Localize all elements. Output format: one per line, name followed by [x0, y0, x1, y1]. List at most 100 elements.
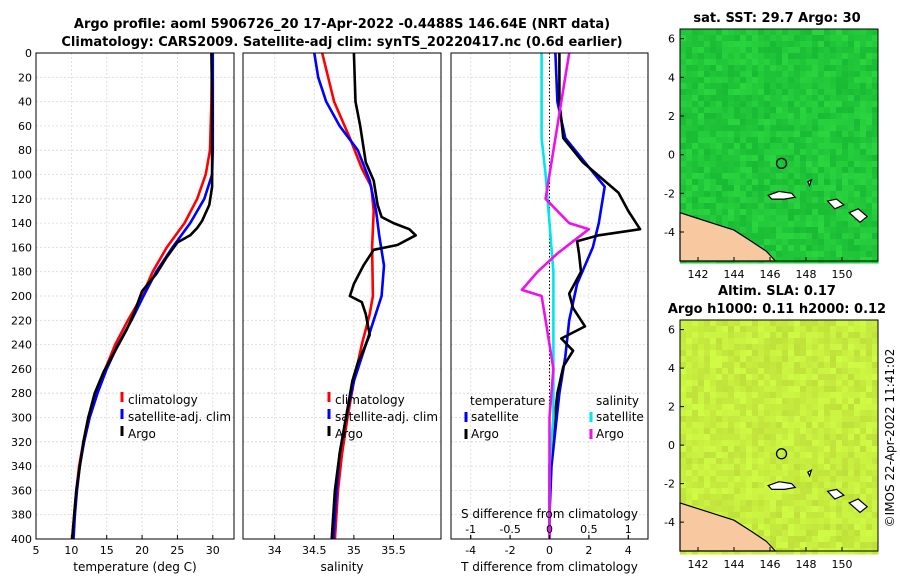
map-cell: [746, 131, 753, 138]
map-cell: [866, 506, 873, 513]
map-cell: [746, 410, 753, 417]
map-cell: [782, 452, 789, 459]
map-cell: [710, 131, 717, 138]
map-cell: [806, 446, 813, 453]
map-cell: [680, 476, 687, 483]
map-cell: [818, 29, 825, 36]
map-cell: [758, 113, 765, 120]
map-cell: [842, 422, 849, 429]
map-cell: [830, 356, 837, 363]
map-cell: [686, 35, 693, 42]
map-cell: [752, 524, 759, 531]
map-cell: [764, 245, 771, 252]
map-cell: [818, 428, 825, 435]
map-cell: [794, 77, 801, 84]
map-cell: [704, 53, 711, 60]
map-cell: [734, 512, 741, 519]
map-cell: [758, 35, 765, 42]
map-cell: [740, 65, 747, 72]
map-y-tick-label: 4: [668, 71, 675, 84]
map-cell: [758, 470, 765, 477]
map-cell: [692, 332, 699, 339]
map-cell: [812, 344, 819, 351]
map-cell: [764, 239, 771, 246]
map-cell: [686, 53, 693, 60]
map-cell: [824, 386, 831, 393]
map-cell: [806, 476, 813, 483]
y-tick-label: 60: [18, 120, 32, 133]
map-cell: [698, 410, 705, 417]
map-cell: [866, 374, 873, 381]
map-cell: [698, 416, 705, 423]
map-cell: [842, 143, 849, 150]
map-cell: [740, 35, 747, 42]
map-cell: [728, 374, 735, 381]
map-cell: [782, 536, 789, 543]
map-cell: [722, 512, 729, 519]
map-cell: [830, 416, 837, 423]
map-cell: [752, 350, 759, 357]
island-outline: [848, 498, 869, 514]
map-cell: [872, 131, 879, 138]
map-cell: [842, 380, 849, 387]
map-cell: [692, 428, 699, 435]
map-cell: [806, 83, 813, 90]
map-cell: [872, 143, 879, 150]
map-cell: [776, 344, 783, 351]
map-cell: [842, 197, 849, 204]
map-cell: [728, 137, 735, 144]
map-cell: [752, 209, 759, 216]
map-cell: [764, 65, 771, 72]
map-x-tick-label: 142: [688, 268, 709, 281]
map-cell: [734, 209, 741, 216]
map-cell: [836, 59, 843, 66]
map-cell: [800, 65, 807, 72]
map-cell: [794, 470, 801, 477]
map-cell: [728, 221, 735, 228]
map-cell: [710, 320, 717, 327]
y-tick-label: 260: [11, 363, 32, 376]
map-cell: [848, 542, 855, 549]
map-cell: [746, 392, 753, 399]
y-tick-label: 100: [11, 169, 32, 182]
map-cell: [824, 137, 831, 144]
map-cell: [866, 227, 873, 234]
map-cell: [776, 197, 783, 204]
map-cell: [806, 326, 813, 333]
map-cell: [764, 458, 771, 465]
map-cell: [752, 500, 759, 507]
map-cell: [764, 368, 771, 375]
map-cell: [680, 95, 687, 102]
map-cell: [680, 29, 687, 36]
map-cell: [800, 446, 807, 453]
map-cell: [872, 107, 879, 114]
map-cell: [734, 500, 741, 507]
map-cell: [860, 89, 867, 96]
map-cell: [680, 119, 687, 126]
map-cell: [860, 338, 867, 345]
map-cell: [722, 404, 729, 411]
map-cell: [692, 65, 699, 72]
map-cell: [722, 89, 729, 96]
map-cell: [776, 53, 783, 60]
map-cell: [842, 245, 849, 252]
map-cell: [788, 59, 795, 66]
map-cell: [758, 446, 765, 453]
map-cell: [734, 203, 741, 210]
map-cell: [806, 344, 813, 351]
map-cell: [770, 179, 777, 186]
x-tick-label: -2: [505, 544, 516, 557]
map-cell: [680, 320, 687, 327]
map-cell: [722, 434, 729, 441]
map-cell: [698, 332, 705, 339]
map-cell: [746, 119, 753, 126]
map-cell: [710, 185, 717, 192]
map-cell: [734, 458, 741, 465]
map-cell: [716, 476, 723, 483]
map-cell: [704, 149, 711, 156]
map-cell: [710, 482, 717, 489]
map-cell: [764, 155, 771, 162]
map-cell: [728, 41, 735, 48]
map-cell: [818, 131, 825, 138]
map-cell: [764, 350, 771, 357]
